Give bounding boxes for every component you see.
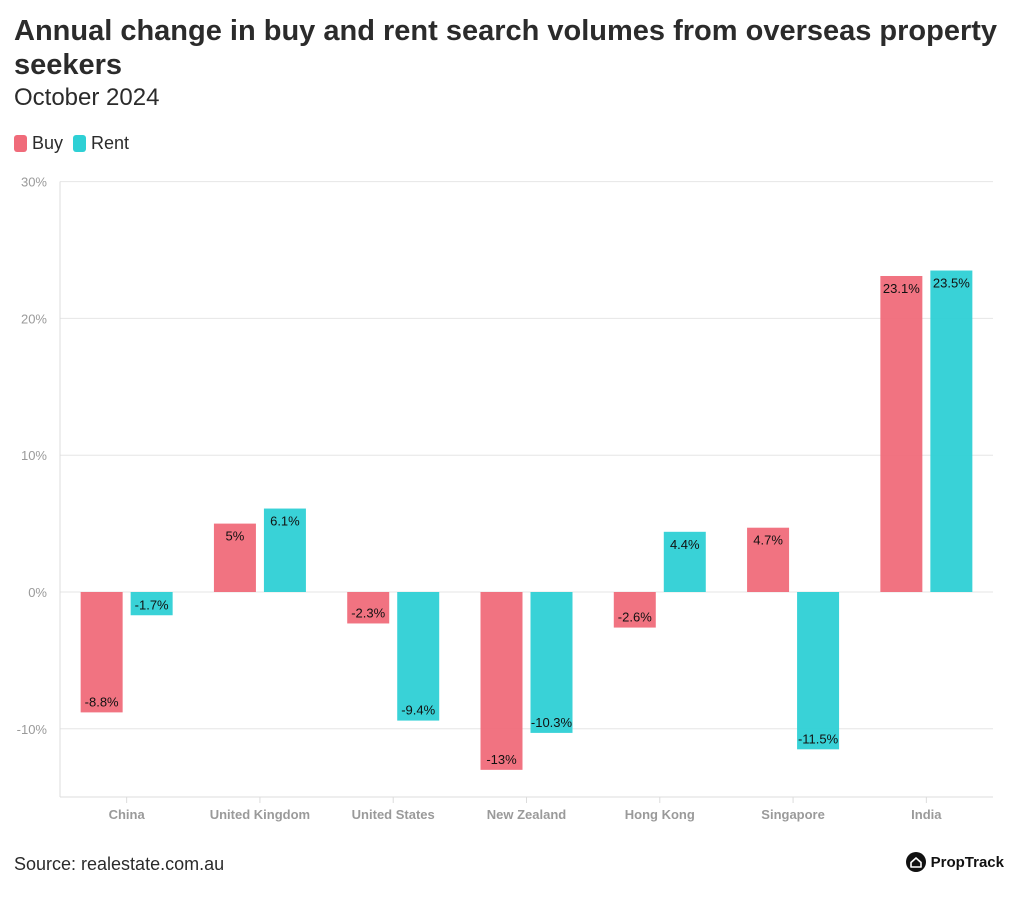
- data-label-buy: 4.7%: [753, 533, 783, 548]
- brand-logo: PropTrack: [905, 852, 1004, 872]
- legend: Buy Rent: [14, 133, 129, 154]
- bar-rent: [663, 531, 706, 592]
- bar-rent: [797, 592, 840, 750]
- x-tick-label: India: [911, 807, 942, 822]
- bar-buy: [213, 523, 256, 592]
- data-label-rent: -10.3%: [531, 715, 573, 730]
- data-label-rent: -11.5%: [798, 731, 839, 746]
- x-tick-label: United Kingdom: [210, 807, 310, 822]
- x-tick-label: Singapore: [761, 807, 825, 822]
- bar-buy: [880, 275, 923, 592]
- data-label-rent: 4.4%: [670, 537, 700, 552]
- bar-buy: [480, 592, 523, 770]
- data-label-rent: 23.5%: [933, 276, 970, 291]
- data-label-buy: -8.8%: [85, 694, 119, 709]
- y-tick-label: 0%: [28, 585, 47, 600]
- data-label-buy: -2.6%: [618, 610, 652, 625]
- data-label-rent: -1.7%: [135, 597, 169, 612]
- data-label-rent: 6.1%: [270, 514, 300, 529]
- bar-rent: [530, 592, 573, 733]
- bar-buy: [747, 527, 790, 592]
- legend-swatch-rent: [73, 135, 87, 152]
- data-label-buy: -2.3%: [351, 605, 385, 620]
- bar-rent: [130, 592, 173, 616]
- y-tick-label: 30%: [21, 175, 47, 190]
- chart-title: Annual change in buy and rent search vol…: [14, 15, 998, 81]
- x-tick-label: China: [109, 807, 146, 822]
- legend-swatch-buy: [14, 135, 27, 152]
- bar-rent: [397, 592, 440, 721]
- y-tick-label: 10%: [21, 448, 47, 463]
- x-tick-label: Hong Kong: [625, 807, 695, 822]
- bar-buy: [80, 592, 123, 713]
- legend-label-rent: Rent: [91, 133, 130, 153]
- bar-rent: [263, 508, 306, 592]
- data-label-buy: 5%: [226, 529, 245, 544]
- chart-subtitle: October 2024: [14, 84, 160, 111]
- house-logo-icon: [905, 852, 926, 872]
- bar-buy: [613, 592, 656, 628]
- x-tick-label: New Zealand: [487, 807, 567, 822]
- y-tick-label: 20%: [21, 311, 47, 326]
- legend-item-rent[interactable]: Rent: [73, 133, 129, 154]
- bar-buy: [347, 592, 390, 624]
- x-tick-label: United States: [352, 807, 435, 822]
- data-label-rent: -9.4%: [401, 703, 435, 718]
- legend-item-buy[interactable]: Buy: [14, 133, 63, 154]
- bar-rent: [930, 270, 973, 592]
- legend-label-buy: Buy: [32, 133, 64, 153]
- source-note: Source: realestate.com.au: [14, 854, 225, 874]
- data-label-buy: -13%: [486, 752, 517, 767]
- brand-name: PropTrack: [930, 853, 1004, 871]
- data-label-buy: 23.1%: [883, 281, 920, 296]
- y-tick-label: -10%: [17, 722, 48, 737]
